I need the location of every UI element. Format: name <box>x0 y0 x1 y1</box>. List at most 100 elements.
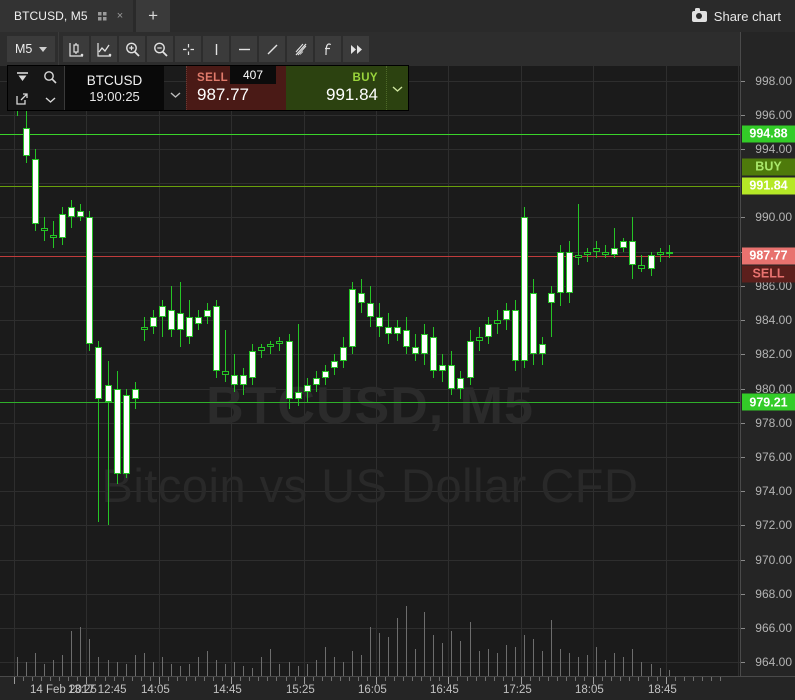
time-tick <box>448 677 449 684</box>
price-tick <box>741 559 745 561</box>
price-tick <box>741 285 745 287</box>
share-chart-button[interactable]: Share chart <box>680 0 795 32</box>
time-tick <box>412 677 413 681</box>
buy-dropdown-arrow[interactable] <box>386 66 408 110</box>
time-tick <box>159 677 160 684</box>
time-tick <box>50 677 51 681</box>
zoom-in-icon[interactable] <box>119 36 146 62</box>
popout-icon[interactable] <box>8 88 36 110</box>
volume-bar <box>179 665 181 676</box>
sell-label: SELL <box>197 71 228 84</box>
symbol-dropdown-arrow[interactable] <box>164 66 186 110</box>
symbol-name: BTCUSD <box>86 72 143 88</box>
time-tick <box>467 677 468 681</box>
volume-bar <box>623 657 625 676</box>
search-icon[interactable] <box>36 66 64 88</box>
time-tick <box>593 677 594 684</box>
time-tick <box>358 677 359 681</box>
new-tab-button[interactable]: + <box>136 0 171 32</box>
time-tick <box>403 677 404 681</box>
one-click-trading-panel[interactable]: BTCUSD 19:00:25 SELL 987.77 BUY 991.84 4… <box>8 66 408 110</box>
time-tick <box>539 677 540 681</box>
volume-bar <box>632 649 634 676</box>
channel-icon[interactable] <box>287 36 314 62</box>
volume-bar <box>487 649 489 676</box>
time-tick <box>23 677 24 681</box>
time-tick <box>331 677 332 681</box>
timeframe-selector[interactable]: M5 <box>7 36 56 62</box>
price-axis-label: 986.00 <box>755 278 792 293</box>
volume-bar <box>596 647 598 676</box>
price-tick <box>741 148 745 150</box>
chart-canvas[interactable]: BTCUSD, M5 Bitcoin vs US Dollar CFD <box>0 66 740 676</box>
volume-bar <box>641 661 643 676</box>
price-axis[interactable]: 998.00996.00994.00990.00988.00986.00984.… <box>740 32 795 676</box>
symbol-display[interactable]: BTCUSD 19:00:25 <box>64 66 164 110</box>
volume-bar <box>388 636 390 676</box>
buy-label-tag: BUY <box>742 158 795 176</box>
fast-forward-icon[interactable] <box>343 36 370 62</box>
tab-btcusd-m5[interactable]: BTCUSD, M5 × <box>0 0 134 32</box>
volume-bar <box>170 663 172 676</box>
time-tick <box>77 677 78 681</box>
volume-bar <box>143 653 145 676</box>
collapse-icon[interactable] <box>8 66 36 88</box>
time-tick <box>349 677 350 681</box>
volume-bar <box>152 661 154 676</box>
zoom-out-icon[interactable] <box>147 36 174 62</box>
volume-bar <box>333 657 335 676</box>
price-axis-label: 998.00 <box>755 73 792 88</box>
time-axis-label: 18:45 <box>648 684 677 696</box>
volume-bar <box>71 630 73 676</box>
crosshair-icon[interactable] <box>175 36 202 62</box>
time-tick <box>548 677 549 681</box>
time-tick <box>114 677 115 681</box>
volume-bar <box>659 667 661 676</box>
time-tick <box>276 677 277 681</box>
volume-bar <box>225 663 227 676</box>
chevron-down-icon[interactable] <box>36 88 64 110</box>
sell-label-tag: SELL <box>742 265 795 283</box>
time-tick <box>376 677 377 684</box>
close-icon[interactable]: × <box>116 9 124 22</box>
price-tick <box>741 525 745 527</box>
time-tick <box>457 677 458 681</box>
volume-bar <box>216 659 218 676</box>
price-tick <box>741 662 745 664</box>
time-axis-label: 17:25 <box>503 684 532 696</box>
function-icon[interactable] <box>315 36 342 62</box>
time-tick <box>711 677 712 681</box>
volume-bar <box>605 659 607 676</box>
time-tick <box>557 677 558 681</box>
price-tick <box>741 593 745 595</box>
server-time: 19:00:25 <box>89 88 140 104</box>
time-tick <box>249 677 250 681</box>
time-tick <box>258 677 259 681</box>
trendline-icon[interactable] <box>259 36 286 62</box>
volume-bar <box>35 653 37 676</box>
horizontal-line-icon[interactable] <box>231 36 258 62</box>
time-tick <box>439 677 440 681</box>
bar-chart-icon[interactable] <box>63 36 90 62</box>
volume-bar <box>523 634 525 676</box>
time-tick <box>32 677 33 681</box>
line-chart-icon[interactable] <box>91 36 118 62</box>
time-tick <box>204 677 205 681</box>
volume-bar <box>17 657 18 676</box>
vertical-line-icon[interactable] <box>203 36 230 62</box>
volume-bar <box>415 649 417 676</box>
volume-bar <box>243 665 245 676</box>
volume-bar <box>442 643 444 676</box>
buy-button[interactable]: BUY 991.84 <box>286 66 386 110</box>
volume-bar <box>397 618 399 676</box>
sell-price: 987.77 <box>197 84 249 104</box>
volume-bar <box>107 659 109 676</box>
time-tick <box>430 677 431 681</box>
time-tick <box>521 677 522 684</box>
time-tick <box>313 677 314 681</box>
volume-bar <box>668 669 670 676</box>
grid-icon[interactable] <box>97 11 107 21</box>
time-axis-label: 14:45 <box>213 684 242 696</box>
time-axis[interactable]: 14 Feb 2017 12:45 13:25 14:05 14:45 15:25 16:… <box>0 676 795 700</box>
volume-bar <box>80 626 82 676</box>
